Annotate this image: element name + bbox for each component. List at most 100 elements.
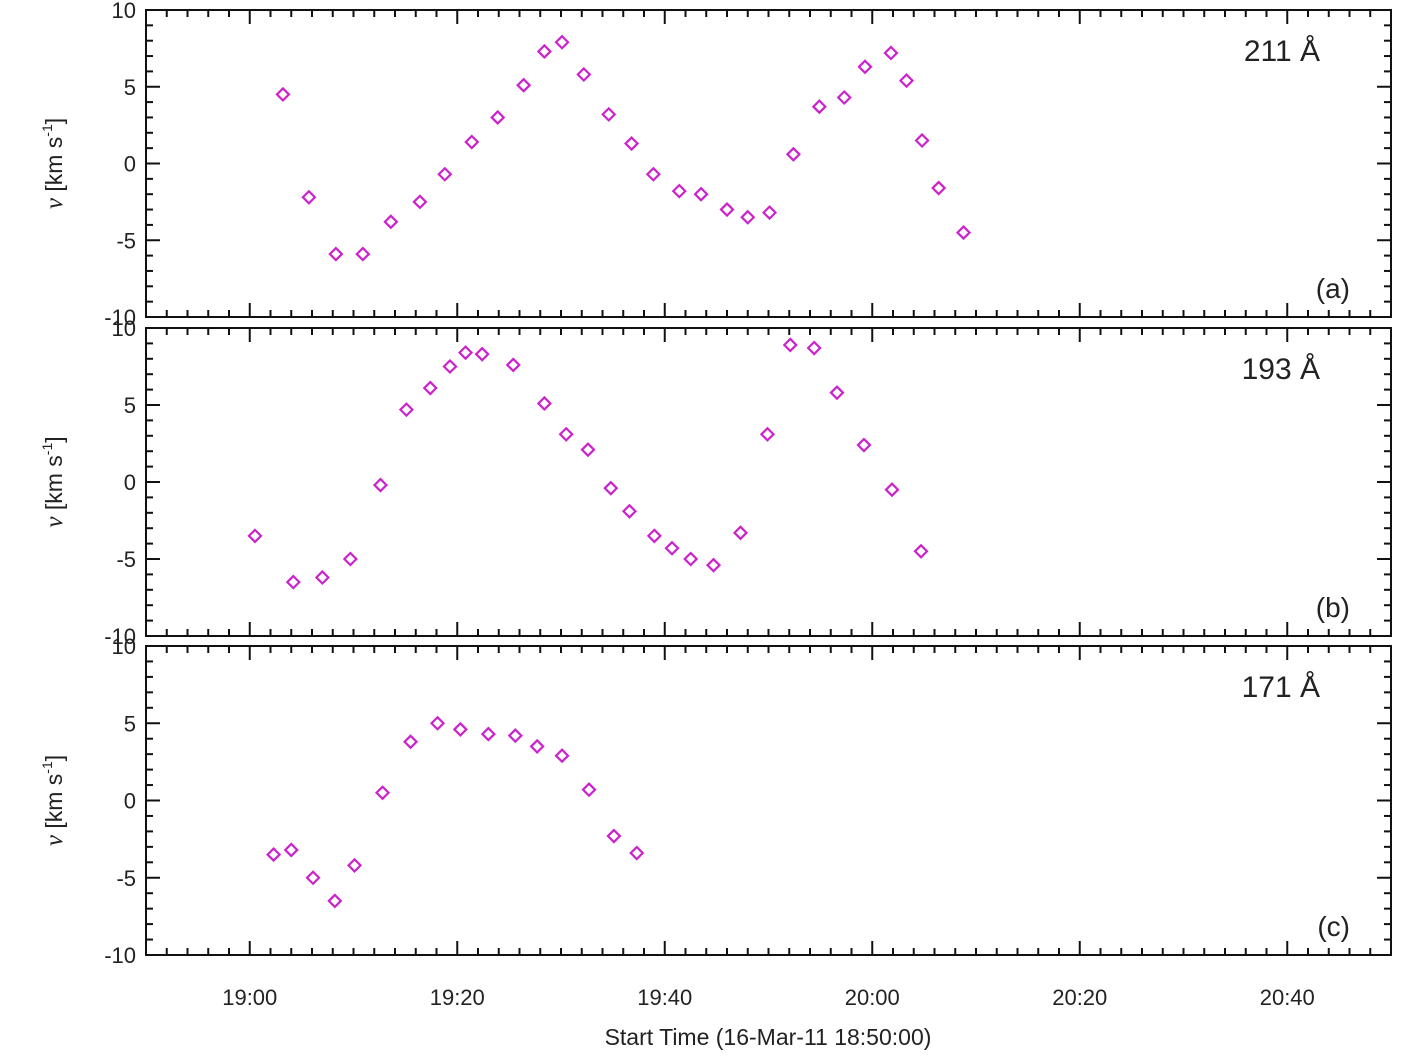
y-tick-label: 10 (112, 0, 136, 23)
data-point (464, 134, 480, 150)
panel-a: -10 -5 0 5 10 v [km s-1] 211 Å (a) (39, 0, 1392, 330)
data-point (301, 189, 317, 205)
y-tick-label: 5 (124, 393, 136, 418)
data-point (576, 66, 592, 83)
data-point (761, 205, 778, 221)
data-point (342, 551, 358, 567)
data-point (266, 847, 282, 863)
data-point (601, 106, 617, 122)
data-point (581, 782, 597, 798)
y-tick-label: -5 (116, 547, 136, 572)
y-axis-label-unit: [km s (41, 137, 67, 198)
y-tick-label: -5 (116, 866, 136, 891)
panel-label: (a) (1316, 273, 1350, 304)
data-point (705, 557, 722, 573)
panel-label: (b) (1316, 592, 1350, 623)
data-point (931, 180, 947, 196)
data-point (913, 543, 929, 559)
data-point (683, 551, 699, 567)
data-point (422, 380, 438, 396)
data-point (474, 346, 490, 362)
y-axis-label: v [km s-1] (39, 436, 68, 527)
y-axis-label-unit: [km s (41, 455, 67, 516)
data-point (671, 183, 687, 199)
data-point (383, 214, 399, 230)
data-point (558, 426, 574, 442)
y-tick-label: 5 (124, 75, 136, 100)
data-point (759, 426, 776, 442)
wavelength-label: 211 Å (1244, 35, 1320, 68)
y-axis-label-symbol: v (41, 197, 68, 209)
y-axis-label: v [km s-1] (39, 118, 68, 209)
data-point (785, 146, 801, 162)
data-point (621, 503, 638, 519)
data-point (275, 86, 291, 102)
data-point (480, 726, 496, 742)
plot-frame (145, 645, 1392, 956)
y-tick-label: 0 (124, 152, 136, 177)
y-tick-label: 10 (112, 634, 136, 659)
panel-b: -10 -5 0 5 10 v [km s-1] 193 Å (b) (39, 316, 1392, 649)
data-point (829, 385, 845, 401)
data-point (328, 246, 344, 262)
x-tick-label: 19:20 (430, 985, 485, 1010)
data-point (372, 477, 389, 493)
data-point (719, 201, 735, 218)
data-point (355, 246, 371, 262)
data-point (429, 715, 446, 731)
data-point (442, 358, 458, 375)
data-point (664, 540, 680, 556)
data-point (732, 525, 749, 541)
data-point (646, 528, 662, 544)
data-point (374, 785, 391, 801)
y-axis-label-close: ] (41, 755, 67, 761)
data-point (285, 574, 301, 590)
data-point (516, 77, 532, 93)
data-point (740, 209, 756, 225)
y-tick-label: 5 (124, 711, 136, 736)
panel-label: (c) (1317, 911, 1350, 942)
data-point (883, 45, 899, 61)
data-point (693, 186, 709, 202)
data-point (811, 99, 827, 115)
y-axis-label-exponent: -1 (39, 761, 55, 774)
data-point (403, 734, 419, 750)
y-tick-label: -5 (116, 228, 136, 253)
data-point (623, 135, 640, 152)
x-tick-label: 19:40 (637, 985, 692, 1010)
data-point (884, 482, 900, 498)
panel-c: -10 -5 0 5 10 v [km s-1] 171 Å (c) (39, 634, 1392, 968)
data-point (437, 166, 453, 182)
data-point (398, 402, 414, 418)
y-axis-label-exponent: -1 (39, 124, 55, 137)
data-point (536, 43, 552, 60)
data-point (536, 395, 552, 412)
y-axis-label-close: ] (41, 118, 67, 124)
data-point (782, 337, 798, 353)
data-point (314, 569, 330, 586)
data-point (457, 345, 474, 361)
y-tick-label: -10 (104, 305, 136, 330)
y-axis-label-close: ] (41, 436, 67, 442)
data-point (645, 166, 661, 182)
data-point (580, 442, 596, 458)
data-point (554, 748, 570, 764)
y-tick-label: -10 (104, 624, 136, 649)
data-point (346, 857, 363, 873)
x-axis: 19:00 19:20 19:40 20:00 20:20 20:40 (222, 985, 1315, 1010)
y-axis-label: v [km s-1] (39, 755, 68, 846)
y-axis-label-symbol: v (41, 834, 68, 846)
data-point (305, 870, 321, 886)
x-tick-label: 19:00 (222, 985, 277, 1010)
data-point (507, 728, 523, 744)
x-tick-label: 20:40 (1260, 985, 1315, 1010)
y-tick-label: 10 (112, 316, 136, 341)
data-point (629, 845, 645, 861)
x-tick-label: 20:20 (1052, 985, 1107, 1010)
plot-frame (145, 9, 1392, 318)
data-point (554, 34, 570, 50)
y-tick-label: 0 (124, 789, 136, 814)
data-point (247, 528, 263, 544)
